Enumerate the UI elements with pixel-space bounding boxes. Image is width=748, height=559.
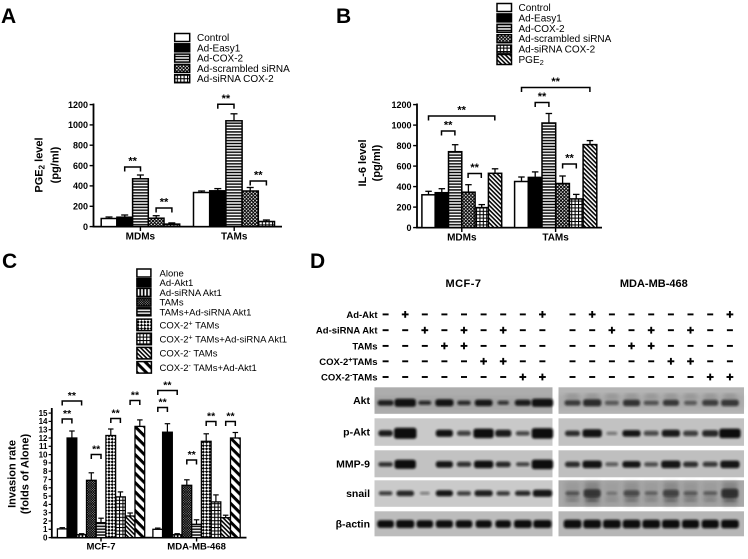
svg-text:Ad-Akt1: Ad-Akt1 <box>160 278 194 289</box>
svg-text:600: 600 <box>396 161 411 171</box>
svg-text:**: ** <box>128 156 137 168</box>
svg-text:MCF-7: MCF-7 <box>86 542 115 553</box>
svg-text:800: 800 <box>396 141 411 151</box>
svg-text:PGE2: PGE2 <box>519 55 544 67</box>
svg-text:(pg/ml): (pg/ml) <box>371 144 383 181</box>
svg-text:**: ** <box>68 390 77 402</box>
svg-text:**: ** <box>254 170 263 182</box>
svg-text:TAMs: TAMs <box>352 341 377 352</box>
svg-text:Ad-Easy1: Ad-Easy1 <box>197 43 241 54</box>
svg-text:**: ** <box>112 408 121 420</box>
svg-text:**: ** <box>188 449 197 461</box>
svg-text:200: 200 <box>73 202 88 212</box>
svg-text:MCF-7: MCF-7 <box>445 278 481 290</box>
svg-text:IL-6 level: IL-6 level <box>357 139 369 186</box>
svg-text:400: 400 <box>396 182 411 192</box>
svg-text:Control: Control <box>197 33 229 44</box>
svg-text:12: 12 <box>39 434 48 443</box>
svg-text:B: B <box>336 5 351 28</box>
svg-text:Ad-siRNA COX-2: Ad-siRNA COX-2 <box>519 45 596 56</box>
svg-text:Ad-COX-2: Ad-COX-2 <box>197 54 244 65</box>
svg-text:Invasion rate: Invasion rate <box>7 440 19 508</box>
svg-text:β-actin: β-actin <box>336 518 370 530</box>
svg-text:15: 15 <box>39 409 48 418</box>
svg-text:13: 13 <box>39 426 48 435</box>
svg-text:0: 0 <box>83 222 88 232</box>
svg-text:**: ** <box>131 390 140 402</box>
svg-text:MDMs: MDMs <box>447 233 477 244</box>
svg-text:Ad-siRNA Akt1: Ad-siRNA Akt1 <box>160 288 222 299</box>
svg-text:**: ** <box>470 162 479 174</box>
svg-text:9: 9 <box>43 459 48 468</box>
svg-text:C: C <box>2 250 17 273</box>
svg-text:0: 0 <box>43 533 48 542</box>
svg-text:snail: snail <box>346 488 370 500</box>
svg-text:COX-2- TAMs: COX-2- TAMs <box>160 349 218 360</box>
svg-text:800: 800 <box>73 140 88 150</box>
svg-text:Ad-siRNA COX-2: Ad-siRNA COX-2 <box>197 74 274 85</box>
svg-text:10: 10 <box>39 450 48 459</box>
svg-text:600: 600 <box>73 161 88 171</box>
svg-text:MDA-MB-468: MDA-MB-468 <box>167 542 226 553</box>
svg-text:1000: 1000 <box>68 120 88 130</box>
svg-text:TAMs: TAMs <box>160 298 184 309</box>
svg-text:400: 400 <box>73 181 88 191</box>
svg-text:**: ** <box>538 91 547 103</box>
svg-text:D: D <box>310 250 325 273</box>
svg-text:MDA-MB-468: MDA-MB-468 <box>620 278 688 290</box>
svg-text:Ad-Akt: Ad-Akt <box>346 310 378 321</box>
svg-text:1200: 1200 <box>391 100 411 110</box>
svg-text:Ad-scrambled siRNA: Ad-scrambled siRNA <box>197 64 290 75</box>
svg-text:(folds of Alone): (folds of Alone) <box>20 434 32 515</box>
svg-text:COX-2+ TAMs+Ad-siRNA Akt1: COX-2+ TAMs+Ad-siRNA Akt1 <box>160 335 288 346</box>
svg-text:MMP-9: MMP-9 <box>336 458 370 470</box>
svg-text:11: 11 <box>39 442 48 451</box>
svg-text:8: 8 <box>43 467 48 476</box>
svg-text:COX-2+TAMs: COX-2+TAMs <box>319 357 377 368</box>
svg-text:Ad-Easy1: Ad-Easy1 <box>519 13 563 24</box>
svg-text:COX-2- TAMs+Ad-Akt1: COX-2- TAMs+Ad-Akt1 <box>160 363 257 374</box>
svg-text:A: A <box>1 5 16 28</box>
svg-text:3: 3 <box>43 509 48 518</box>
svg-text:TAMs: TAMs <box>221 232 248 243</box>
svg-text:PGE2 level: PGE2 level <box>34 137 47 192</box>
svg-text:Ad-scrambled siRNA: Ad-scrambled siRNA <box>519 34 612 45</box>
svg-text:**: ** <box>160 197 169 209</box>
svg-text:Alone: Alone <box>160 269 184 280</box>
svg-text:COX-2-TAMs: COX-2-TAMs <box>321 373 378 384</box>
svg-text:6: 6 <box>43 484 48 493</box>
svg-text:14: 14 <box>39 417 48 426</box>
svg-text:2: 2 <box>43 517 48 526</box>
svg-text:p-Akt: p-Akt <box>343 427 370 439</box>
svg-text:Akt: Akt <box>353 395 370 407</box>
svg-text:1200: 1200 <box>68 100 88 110</box>
svg-text:**: ** <box>457 105 466 117</box>
svg-text:**: ** <box>444 120 453 132</box>
svg-text:COX-2+ TAMs: COX-2+ TAMs <box>160 320 220 331</box>
svg-text:**: ** <box>163 380 172 392</box>
svg-text:Ad-siRNA Akt: Ad-siRNA Akt <box>316 326 378 337</box>
svg-text:**: ** <box>226 411 235 423</box>
svg-text:**: ** <box>92 444 101 456</box>
svg-text:Ad-COX-2: Ad-COX-2 <box>519 24 566 35</box>
svg-text:TAMs: TAMs <box>542 233 569 244</box>
svg-text:Control: Control <box>519 3 551 14</box>
svg-text:**: ** <box>63 408 72 420</box>
svg-text:1: 1 <box>43 525 48 534</box>
svg-text:**: ** <box>159 397 168 409</box>
svg-text:4: 4 <box>43 500 48 509</box>
svg-text:**: ** <box>207 411 216 423</box>
svg-text:1000: 1000 <box>391 120 411 130</box>
svg-text:5: 5 <box>43 492 48 501</box>
svg-text:**: ** <box>222 93 231 105</box>
svg-text:TAMs+Ad-siRNA Akt1: TAMs+Ad-siRNA Akt1 <box>160 307 252 318</box>
svg-text:200: 200 <box>396 202 411 212</box>
svg-text:7: 7 <box>43 475 48 484</box>
svg-text:(pg/ml): (pg/ml) <box>50 146 62 183</box>
svg-text:MDMs: MDMs <box>126 232 156 243</box>
svg-text:0: 0 <box>406 223 411 233</box>
svg-text:**: ** <box>565 153 574 165</box>
svg-text:**: ** <box>551 76 560 88</box>
